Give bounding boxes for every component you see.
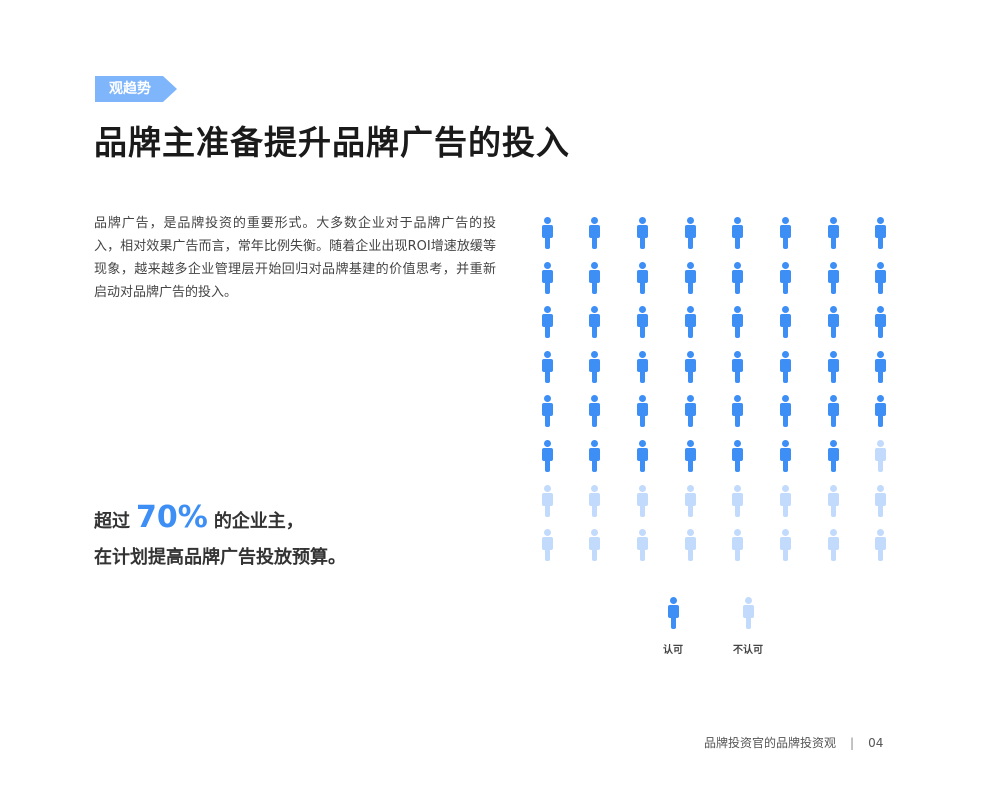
person-icon-approve <box>874 395 888 431</box>
person-icon-approve <box>874 217 888 253</box>
person-icon-approve <box>540 306 554 342</box>
person-icon-disapprove <box>826 484 840 521</box>
person-icon-disapprove <box>588 529 602 565</box>
person-icon <box>741 597 755 633</box>
person-icon-approve <box>731 350 745 387</box>
person-icon-approve <box>826 217 840 253</box>
person-icon-approve <box>731 261 745 298</box>
person-icon-approve <box>540 261 554 298</box>
person-icon-approve <box>635 306 649 342</box>
person-icon-approve <box>683 440 697 476</box>
highlight-line2: 在计划提高品牌广告投放预算。 <box>94 547 346 568</box>
person-icon-approve <box>779 395 793 431</box>
person-icon-approve <box>779 440 793 476</box>
person-icon-approve <box>826 261 840 298</box>
person-icon-approve <box>635 395 649 431</box>
legend-disapprove: 不认可 <box>728 597 768 656</box>
footer-divider: | <box>850 736 855 750</box>
person-icon-approve <box>588 440 602 476</box>
person-icon-disapprove <box>635 484 649 521</box>
person-icon-approve <box>588 217 602 253</box>
person-icon-approve <box>874 306 888 342</box>
person-icon-approve <box>635 350 649 387</box>
person-icon-approve <box>540 395 554 431</box>
person-icon-approve <box>588 395 602 431</box>
person-icon-approve <box>683 217 697 253</box>
person-icon-disapprove <box>683 484 697 521</box>
person-icon-approve <box>540 350 554 387</box>
person-icon-approve <box>874 261 888 298</box>
person-icon-approve <box>635 261 649 298</box>
person-icon-approve <box>683 306 697 342</box>
person-icon-approve <box>826 395 840 431</box>
person-icon-approve <box>635 440 649 476</box>
person-icon-approve <box>874 350 888 387</box>
person-icon-disapprove <box>731 529 745 565</box>
person-icon-disapprove <box>874 484 888 521</box>
person-icon-approve <box>588 261 602 298</box>
person-icon-approve <box>635 217 649 253</box>
person-icon-approve <box>826 306 840 342</box>
person-icon-disapprove <box>540 529 554 565</box>
person-icon-approve <box>779 217 793 253</box>
person-icon-approve <box>731 395 745 431</box>
person-icon-disapprove <box>731 484 745 521</box>
page-title: 品牌主准备提升品牌广告的投入 <box>94 123 570 162</box>
person-icon-approve <box>826 440 840 476</box>
person-icon-approve <box>540 440 554 476</box>
person-icon-disapprove <box>779 484 793 521</box>
person-icon-approve <box>779 261 793 298</box>
person-icon-approve <box>731 440 745 476</box>
person-icon-disapprove <box>874 440 888 476</box>
person-icon-disapprove <box>683 529 697 565</box>
person-icon-approve <box>588 350 602 387</box>
person-icon <box>666 597 680 633</box>
footer-text: 品牌投资官的品牌投资观 <box>704 736 837 750</box>
highlight-suffix: 的企业主， <box>213 511 304 532</box>
person-icon-disapprove <box>588 484 602 521</box>
person-icon-disapprove <box>874 529 888 565</box>
highlight-statement: 超过 70% 的企业主， 在计划提高品牌广告投放预算。 <box>94 500 346 576</box>
highlight-prefix: 超过 <box>94 511 130 532</box>
person-icon-approve <box>540 217 554 253</box>
person-icon-approve <box>731 306 745 342</box>
section-tag: 观趋势 <box>95 76 177 102</box>
page-number: 04 <box>868 736 884 750</box>
legend-label: 不认可 <box>733 645 763 656</box>
person-icon-approve <box>779 306 793 342</box>
person-icon-approve <box>683 350 697 387</box>
person-icon-disapprove <box>635 529 649 565</box>
legend-label: 认可 <box>663 645 683 656</box>
legend-approve: 认可 <box>653 597 693 656</box>
person-icon-disapprove <box>779 529 793 565</box>
person-icon-disapprove <box>826 529 840 565</box>
person-icon-approve <box>826 350 840 387</box>
person-icon-approve <box>683 261 697 298</box>
person-icon-approve <box>731 217 745 253</box>
person-icon-disapprove <box>540 484 554 521</box>
highlight-value: 70% <box>136 500 208 535</box>
person-icon-approve <box>588 306 602 342</box>
intro-paragraph: 品牌广告，是品牌投资的重要形式。大多数企业对于品牌广告的投入，相对效果广告而言，… <box>94 216 496 300</box>
person-icon-approve <box>683 395 697 431</box>
footer: 品牌投资官的品牌投资观 | 04 <box>704 734 883 751</box>
person-icon-approve <box>779 350 793 387</box>
